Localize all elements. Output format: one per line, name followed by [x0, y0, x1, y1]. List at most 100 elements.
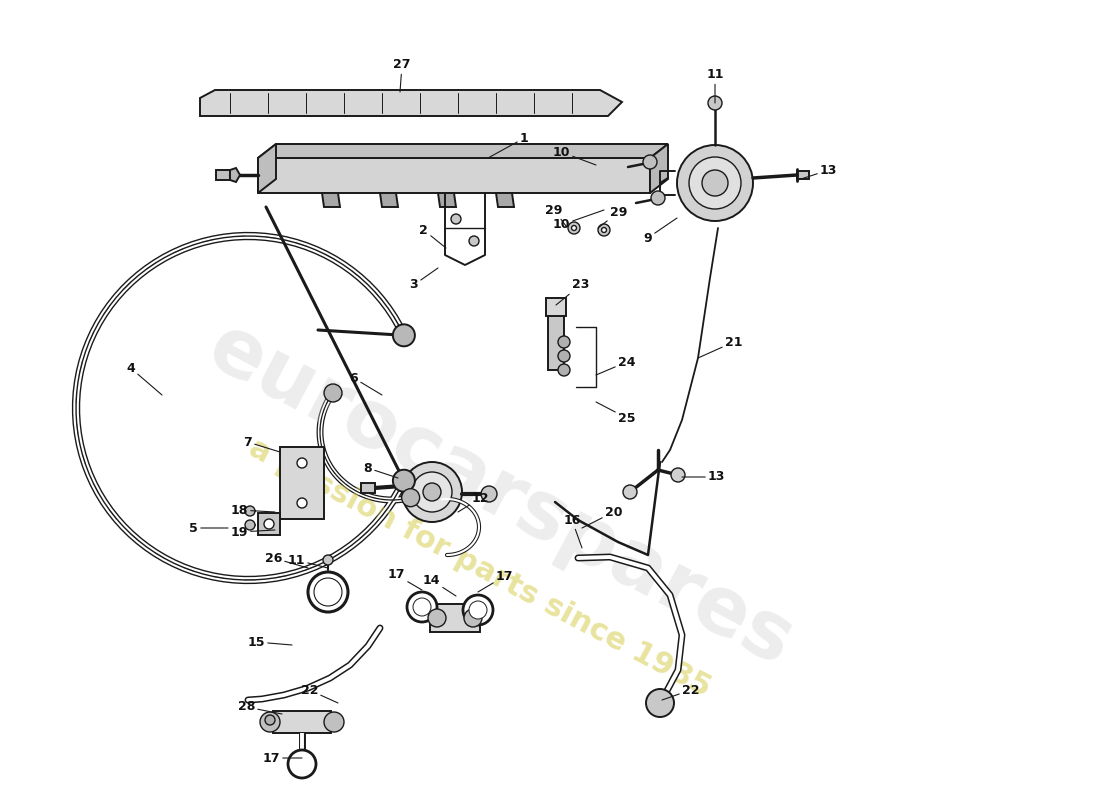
Circle shape: [265, 715, 275, 725]
Circle shape: [424, 483, 441, 501]
Circle shape: [558, 336, 570, 348]
Circle shape: [464, 609, 482, 627]
Polygon shape: [258, 513, 280, 535]
Circle shape: [451, 214, 461, 224]
Polygon shape: [230, 168, 240, 182]
Text: 29: 29: [546, 203, 566, 226]
Bar: [216, 170, 230, 180]
Circle shape: [297, 458, 307, 468]
Circle shape: [558, 364, 570, 376]
Text: 22: 22: [300, 683, 338, 703]
Circle shape: [481, 486, 497, 502]
Text: 27: 27: [394, 58, 410, 92]
Text: 13: 13: [682, 470, 725, 483]
Bar: [798, 171, 808, 179]
Circle shape: [412, 472, 452, 512]
Bar: [361, 483, 375, 493]
Text: 24: 24: [596, 355, 636, 375]
Circle shape: [568, 222, 580, 234]
Circle shape: [324, 712, 344, 732]
Circle shape: [602, 227, 606, 233]
Text: 1: 1: [488, 131, 529, 158]
Circle shape: [463, 595, 493, 625]
Text: 20: 20: [582, 506, 623, 528]
Text: 12: 12: [458, 491, 490, 512]
Text: a passion for parts since 1985: a passion for parts since 1985: [244, 434, 716, 702]
Text: 17: 17: [387, 569, 422, 590]
Text: 10: 10: [552, 210, 604, 231]
Circle shape: [708, 96, 722, 110]
Text: 21: 21: [698, 335, 742, 358]
Circle shape: [671, 468, 685, 482]
Text: 19: 19: [231, 526, 275, 538]
Circle shape: [469, 601, 487, 619]
Text: 22: 22: [662, 683, 700, 700]
Text: eurocarspares: eurocarspares: [194, 308, 806, 682]
Circle shape: [428, 609, 446, 627]
Text: 7: 7: [243, 435, 280, 452]
Bar: [548, 314, 564, 370]
Bar: [273, 711, 331, 733]
Text: 18: 18: [231, 503, 275, 517]
Polygon shape: [258, 144, 276, 193]
Polygon shape: [200, 90, 622, 116]
Text: 17: 17: [263, 751, 302, 765]
Circle shape: [393, 324, 415, 346]
Text: 4: 4: [126, 362, 162, 395]
Polygon shape: [258, 144, 668, 158]
Circle shape: [314, 578, 342, 606]
Circle shape: [402, 462, 462, 522]
Circle shape: [324, 384, 342, 402]
Circle shape: [288, 750, 316, 778]
Circle shape: [323, 555, 333, 565]
Circle shape: [676, 145, 754, 221]
Text: 2: 2: [419, 223, 446, 248]
Circle shape: [646, 689, 674, 717]
Text: 3: 3: [409, 268, 438, 291]
Text: 11: 11: [287, 554, 328, 568]
Circle shape: [393, 470, 415, 492]
Bar: [546, 298, 566, 316]
Text: 28: 28: [238, 701, 282, 714]
Circle shape: [297, 498, 307, 508]
Circle shape: [702, 170, 728, 196]
Text: 26: 26: [265, 551, 308, 568]
Circle shape: [412, 598, 431, 616]
Text: 10: 10: [552, 146, 596, 165]
Circle shape: [245, 520, 255, 530]
Text: 14: 14: [422, 574, 456, 596]
Text: 17: 17: [478, 570, 514, 592]
Circle shape: [558, 350, 570, 362]
Bar: [430, 604, 480, 632]
Circle shape: [651, 191, 666, 205]
Circle shape: [245, 506, 255, 516]
Text: 23: 23: [556, 278, 590, 305]
Text: 13: 13: [798, 163, 837, 180]
Bar: [280, 447, 324, 519]
Circle shape: [264, 519, 274, 529]
Text: 9: 9: [644, 218, 676, 245]
Text: 29: 29: [598, 206, 627, 228]
Polygon shape: [650, 144, 668, 193]
Text: 16: 16: [563, 514, 582, 548]
Circle shape: [623, 485, 637, 499]
Text: 15: 15: [248, 635, 292, 649]
Circle shape: [407, 592, 437, 622]
Polygon shape: [258, 158, 650, 193]
Circle shape: [644, 155, 657, 169]
Circle shape: [598, 224, 611, 236]
Circle shape: [308, 572, 348, 612]
Circle shape: [572, 226, 576, 230]
Circle shape: [469, 236, 478, 246]
Polygon shape: [496, 193, 514, 207]
Text: 25: 25: [596, 402, 636, 425]
Text: 11: 11: [706, 69, 724, 103]
Circle shape: [402, 489, 419, 506]
Text: 8: 8: [363, 462, 398, 478]
Circle shape: [260, 712, 280, 732]
Polygon shape: [379, 193, 398, 207]
Text: 6: 6: [350, 371, 382, 395]
Polygon shape: [322, 193, 340, 207]
Text: 5: 5: [189, 522, 228, 534]
Polygon shape: [438, 193, 456, 207]
